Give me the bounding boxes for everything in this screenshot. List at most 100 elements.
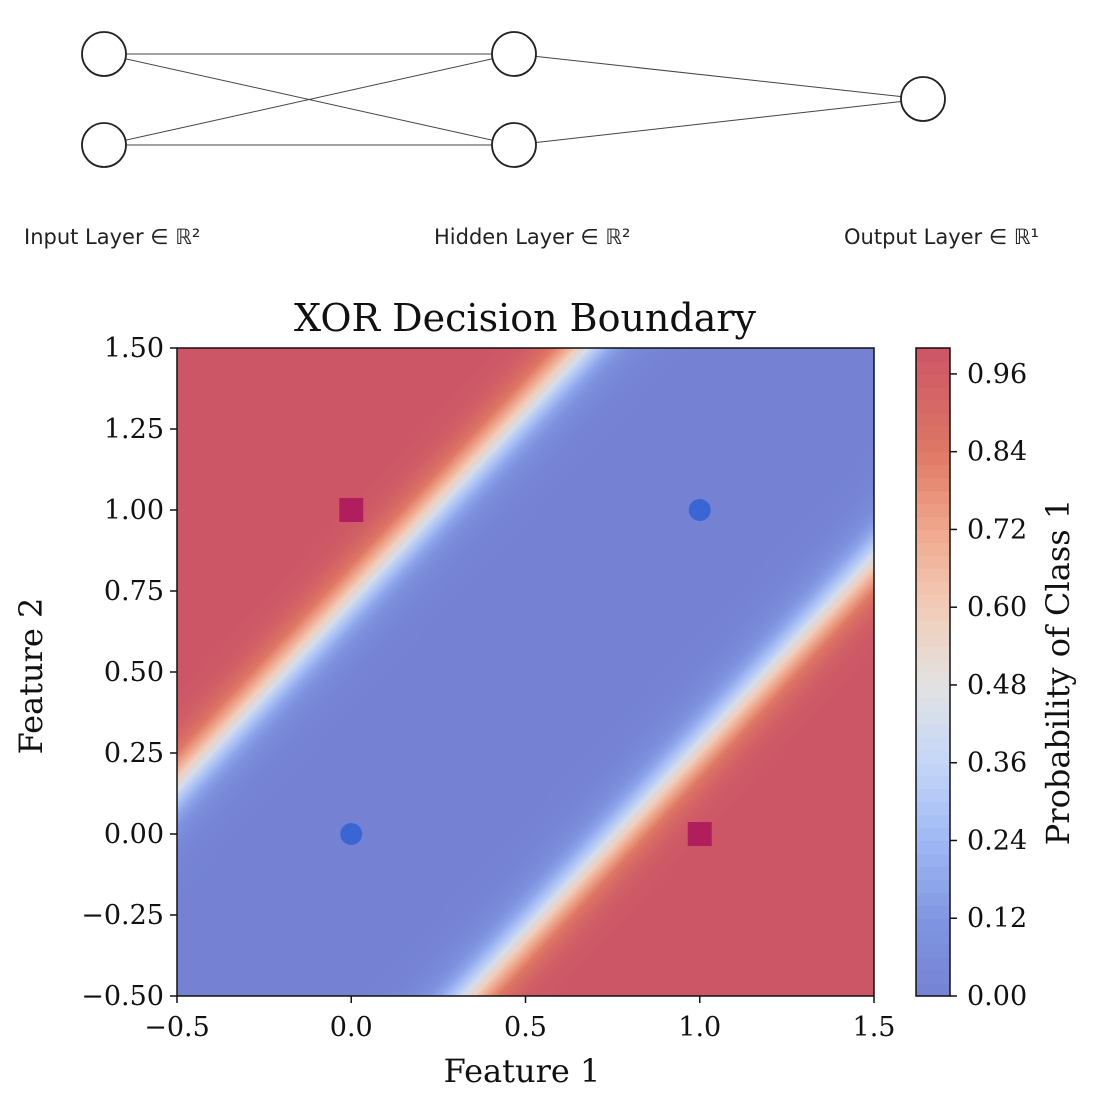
colorbar-band (916, 801, 950, 816)
y-tick-label: 0.25 (104, 738, 164, 769)
y-tick-label: 0.00 (104, 819, 164, 850)
colorbar-band (916, 620, 950, 634)
colorbar-band (916, 723, 950, 738)
y-tick-label: −0.50 (81, 981, 164, 1012)
colorbar-band (916, 866, 950, 880)
colorbar-band (916, 348, 950, 362)
colorbar-band (916, 503, 950, 518)
colorbar-band (916, 438, 950, 453)
colorbar-band (916, 490, 950, 505)
colorbar-tick-label: 0.60 (967, 592, 1027, 623)
y-axis-ticks: −0.50 −0.25 0.00 0.25 0.50 0.75 1.00 1.25 1.50 (81, 333, 177, 1012)
colorbar-tick-label: 0.24 (967, 825, 1027, 856)
x-axis-label: Feature 1 (444, 1052, 601, 1090)
colorbar-band (916, 827, 950, 842)
colorbar-band (916, 762, 950, 777)
x-tick-label: 0.5 (504, 1012, 547, 1043)
y-tick-label: 1.00 (104, 495, 164, 526)
colorbar-ticks: 0.00 0.12 0.24 0.36 0.48 0.60 0.72 0.84 0.96 (950, 359, 1027, 1012)
colorbar-band (916, 607, 950, 621)
colorbar-band (916, 399, 950, 414)
colorbar-tick-label: 0.12 (967, 903, 1027, 934)
colorbar-band (916, 892, 950, 906)
colorbar-band (916, 944, 950, 958)
colorbar-band (916, 464, 950, 479)
colorbar-band (916, 853, 950, 867)
x-tick-label: 1.5 (853, 1012, 896, 1043)
colorbar-band (916, 386, 950, 401)
output-neuron-1 (900, 76, 946, 122)
colorbar-band (916, 659, 950, 673)
colorbar-band (916, 970, 950, 984)
colorbar-band (916, 983, 950, 997)
colorbar-band (916, 516, 950, 531)
probability-surface (177, 348, 874, 996)
x-tick-label: 1.0 (678, 1012, 721, 1043)
colorbar-band (916, 905, 950, 919)
colorbar-band (916, 814, 950, 829)
edge-l1n1-l2n0 (513, 98, 924, 146)
colorbar-band (916, 477, 950, 492)
y-tick-label: −0.25 (81, 900, 164, 931)
colorbar-band (916, 360, 950, 375)
colorbar-tick-label: 0.36 (967, 748, 1027, 779)
colorbar-band (916, 788, 950, 803)
colorbar: 0.00 0.12 0.24 0.36 0.48 0.60 0.72 0.84 0.96 Pro… (915, 347, 1077, 1012)
colorbar-band (916, 646, 950, 660)
network-edges (103, 53, 924, 146)
input-neuron-2 (81, 122, 127, 168)
network-nodes (81, 31, 946, 168)
network-diagram: Input Layer ∈ ℝ² Hidden Layer ∈ ℝ² Outpu… (24, 31, 1039, 249)
colorbar-band (916, 594, 950, 608)
hidden-neuron-2 (491, 122, 537, 168)
edge-l0n1-l1n0 (103, 53, 515, 146)
colorbar-tick-label: 0.96 (967, 359, 1027, 390)
colorbar-band (916, 879, 950, 893)
colorbar-band (916, 425, 950, 440)
colorbar-band (916, 542, 950, 556)
colorbar-band (916, 710, 950, 725)
colorbar-tick-label: 0.00 (967, 981, 1027, 1012)
colorbar-band (916, 555, 950, 569)
hidden-layer-label: Hidden Layer ∈ ℝ² (434, 225, 630, 249)
colorbar-bands (916, 348, 950, 997)
y-axis-label: Feature 2 (12, 598, 50, 755)
point-class1-3 (687, 822, 712, 846)
colorbar-band (916, 840, 950, 855)
colorbar-band (916, 672, 950, 686)
colorbar-band (916, 749, 950, 764)
colorbar-tick-label: 0.72 (967, 514, 1027, 545)
colorbar-band (916, 957, 950, 971)
probability-heatmap (177, 348, 874, 996)
input-layer-label: Input Layer ∈ ℝ² (24, 225, 200, 249)
chart-title: XOR Decision Boundary (294, 296, 757, 340)
point-class0-0 (340, 823, 363, 845)
colorbar-band (916, 684, 950, 699)
x-tick-label: −0.5 (144, 1012, 210, 1043)
edge-l1n0-l2n0 (513, 53, 924, 100)
colorbar-band (916, 568, 950, 582)
colorbar-band (916, 931, 950, 945)
x-axis-ticks: −0.5 0.0 0.5 1.0 1.5 (144, 996, 895, 1043)
colorbar-tick-label: 0.48 (967, 670, 1027, 701)
y-tick-label: 0.75 (104, 576, 164, 607)
colorbar-band (916, 412, 950, 427)
colorbar-band (916, 633, 950, 647)
y-tick-label: 1.25 (104, 414, 164, 445)
output-layer-label: Output Layer ∈ ℝ¹ (844, 225, 1039, 249)
colorbar-frame (915, 347, 951, 997)
colorbar-tick-label: 0.84 (967, 437, 1027, 468)
colorbar-band (916, 697, 950, 712)
input-neuron-1 (81, 31, 127, 77)
colorbar-band (916, 581, 950, 595)
y-tick-label: 1.50 (104, 333, 164, 364)
colorbar-band (916, 373, 950, 388)
colorbar-band (916, 736, 950, 751)
x-tick-label: 0.0 (330, 1012, 373, 1043)
data-points (339, 498, 712, 846)
decision-boundary-chart: XOR Decision Boundary −0.5 0.0 0.5 1.0 1.5 −… (12, 296, 1077, 1090)
hidden-neuron-1 (491, 31, 537, 77)
y-tick-label: 0.50 (104, 657, 164, 688)
colorbar-band (916, 775, 950, 790)
